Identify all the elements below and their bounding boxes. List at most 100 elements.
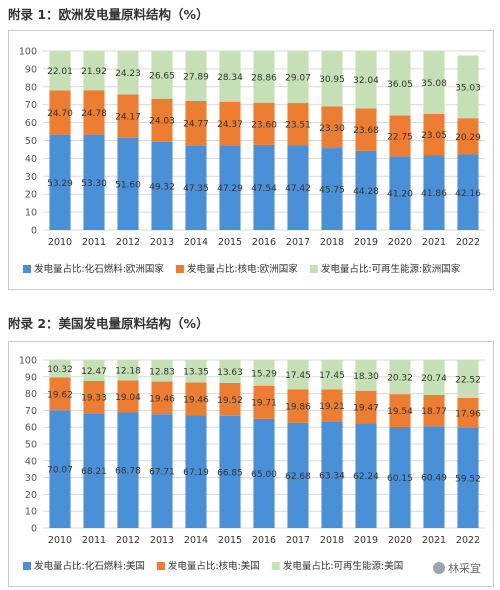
- bar-segment: [321, 389, 343, 422]
- bar-segment: [185, 145, 207, 230]
- data-label: 67.71: [149, 468, 175, 478]
- legend-label: 发电量占比:可再生能源:欧洲国家: [321, 263, 461, 275]
- data-label: 24.17: [115, 113, 141, 123]
- bar-segment: [389, 426, 411, 528]
- chart-2-svg: 0 10 20 30 40 50 60 70 80 90 100 70.07 19.62 10.32 201…: [19, 356, 485, 572]
- x-tick-label: 2019: [354, 535, 378, 546]
- y-tick-label: 90: [25, 372, 37, 383]
- x-tick-label: 2020: [388, 237, 412, 248]
- data-label: 62.68: [285, 472, 311, 482]
- data-label: 19.71: [251, 399, 277, 409]
- x-tick-label: 2013: [150, 535, 174, 546]
- data-label: 12.18: [115, 367, 141, 377]
- bar-segment: [423, 360, 445, 395]
- data-label: 19.52: [217, 396, 243, 406]
- x-tick-label: 2022: [456, 237, 480, 248]
- data-label: 19.86: [285, 403, 311, 413]
- x-tick-label: 2016: [252, 237, 276, 248]
- bar-segment: [355, 423, 377, 528]
- data-label: 53.30: [81, 179, 107, 189]
- y-tick-label: 80: [25, 82, 37, 93]
- bar-segment: [219, 145, 241, 230]
- data-label: 23.30: [319, 124, 345, 134]
- bar-segment: [219, 101, 241, 146]
- data-label: 23.05: [421, 131, 447, 141]
- data-label: 24.03: [149, 117, 175, 127]
- data-label: 51.60: [115, 180, 141, 190]
- bar-segment: [457, 55, 479, 119]
- bar-segment: [117, 94, 139, 138]
- bar-segment: [117, 51, 139, 95]
- data-label: 35.03: [455, 83, 481, 93]
- data-label: 19.33: [81, 394, 107, 404]
- data-label: 70.07: [47, 466, 73, 476]
- bar-segment: [253, 385, 275, 419]
- bar-segment: [457, 154, 479, 230]
- legend-swatch: [271, 562, 280, 570]
- chart-1-title: 附录 1：欧洲发电量原料结构（%）: [8, 7, 209, 22]
- bar-segment: [321, 360, 343, 390]
- bar-segment: [287, 360, 309, 390]
- y-tick-label: 30: [25, 473, 37, 484]
- data-label: 41.86: [421, 189, 447, 199]
- y-tick-label: 40: [25, 154, 37, 165]
- bar-segment: [151, 51, 173, 99]
- data-label: 30.95: [319, 75, 345, 85]
- bar-segment: [185, 382, 207, 416]
- legend-label: 发电量占比:化石燃料:美国: [34, 560, 145, 572]
- data-label: 23.51: [285, 121, 311, 131]
- data-label: 49.32: [149, 182, 175, 192]
- x-tick-label: 2014: [184, 535, 208, 546]
- x-tick-label: 2017: [286, 237, 310, 248]
- bar-segment: [117, 137, 139, 230]
- data-label: 20.74: [421, 374, 447, 384]
- bar-segment: [389, 51, 411, 116]
- bar-segment: [389, 156, 411, 230]
- bar-segment: [253, 51, 275, 103]
- bar-segment: [355, 51, 377, 109]
- data-label: 26.65: [149, 71, 175, 81]
- x-tick-label: 2021: [422, 237, 446, 248]
- legend-label: 发电量占比:可再生能源:美国: [283, 560, 403, 572]
- bar-segment: [151, 98, 173, 142]
- bar-segment: [83, 134, 105, 230]
- bar-segment: [83, 51, 105, 91]
- legend-swatch: [175, 265, 184, 273]
- data-label: 47.54: [251, 184, 277, 194]
- data-label: 27.89: [183, 72, 209, 82]
- x-tick-label: 2016: [252, 535, 276, 546]
- bar-segment: [321, 106, 343, 149]
- data-label: 19.04: [115, 393, 141, 403]
- data-label: 65.00: [251, 470, 277, 480]
- data-label: 28.34: [217, 73, 243, 83]
- y-tick-label: 60: [25, 118, 37, 129]
- bar-segment: [219, 51, 241, 102]
- y-tick-label: 80: [25, 389, 37, 400]
- bar-segment: [219, 382, 241, 416]
- data-label: 12.83: [149, 367, 175, 377]
- bar-segment: [83, 90, 105, 135]
- bar-segment: [253, 360, 275, 386]
- data-label: 59.52: [455, 475, 481, 485]
- bar-segment: [151, 141, 173, 230]
- bar-segment: [83, 359, 105, 381]
- x-tick-label: 2019: [354, 237, 378, 248]
- bar-segment: [185, 100, 207, 146]
- data-label: 13.63: [217, 368, 243, 378]
- bar-segment: [219, 415, 241, 528]
- bar-segment: [457, 428, 479, 528]
- bar-segment: [389, 394, 411, 427]
- chart-2-panel: 0 10 20 30 40 50 60 70 80 90 100 70.07 19.62 10.32 201…: [8, 341, 494, 587]
- data-label: 29.07: [285, 74, 311, 84]
- bar-segment: [151, 381, 173, 415]
- bar-segment: [185, 50, 207, 101]
- data-label: 47.35: [183, 184, 209, 194]
- y-tick-label: 50: [25, 136, 37, 147]
- data-label: 19.21: [319, 402, 345, 412]
- data-label: 23.68: [353, 126, 379, 136]
- data-label: 17.45: [319, 371, 345, 381]
- bar-segment: [423, 394, 445, 427]
- data-label: 60.49: [421, 474, 447, 484]
- bar-segment: [423, 426, 445, 528]
- bar-segment: [185, 415, 207, 528]
